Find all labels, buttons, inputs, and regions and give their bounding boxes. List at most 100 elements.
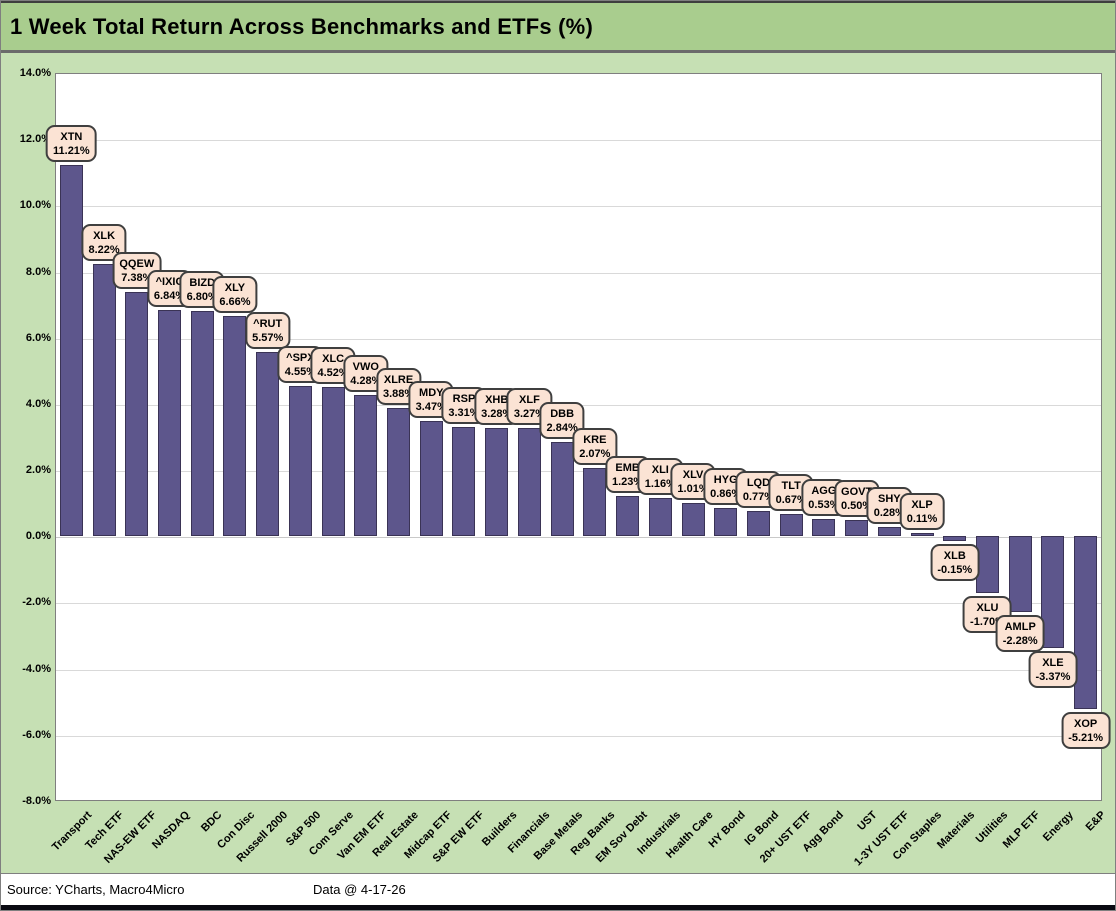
- bar-RSP: [452, 426, 476, 537]
- callout-ticker: XLB: [943, 550, 966, 563]
- callout-value: 0.86%: [710, 487, 742, 500]
- callout-value: 3.47%: [415, 401, 447, 414]
- callout-ticker: XLC: [322, 352, 345, 365]
- callout-value: 6.80%: [186, 291, 218, 304]
- callout-ticker: XOP: [1074, 717, 1098, 730]
- callout-ticker: MDY: [419, 387, 444, 400]
- callout-value: 0.77%: [742, 490, 775, 503]
- y-axis-tick: -2.0%: [22, 596, 51, 609]
- callout-value: 2.07%: [579, 447, 611, 460]
- callout-value: 2.84%: [546, 422, 578, 435]
- callout-ticker: HYG: [713, 473, 738, 486]
- callout-value: 1.01%: [677, 482, 709, 495]
- bar-XLRE: [387, 407, 411, 537]
- x-axis-label: UST: [855, 809, 880, 834]
- x-axis-label: E&P: [1083, 809, 1109, 834]
- bar-callout-AMLP: AMLP -2.28%: [995, 614, 1045, 652]
- gridline: [56, 272, 1101, 274]
- bottom-dark-bar: [1, 905, 1115, 910]
- callout-value: 3.88%: [382, 387, 415, 400]
- gridline: [56, 338, 1101, 340]
- bar-XLE: [1041, 536, 1065, 648]
- callout-ticker: XLP: [911, 498, 933, 511]
- bar-VWO: [354, 394, 378, 537]
- bar-HYG: [714, 507, 738, 537]
- bar-XLF: [517, 428, 541, 537]
- callout-ticker: XLI: [651, 463, 669, 476]
- callout-value: 0.67%: [775, 494, 807, 507]
- bar-XLY: [223, 315, 247, 537]
- callout-ticker: GOVT: [841, 485, 873, 498]
- bar-^IXIC: [158, 309, 182, 537]
- y-axis-tick: 12.0%: [19, 133, 51, 146]
- callout-ticker: VWO: [352, 360, 379, 373]
- gridline: [56, 669, 1101, 671]
- data-date-text: Data @ 4-17-26: [313, 882, 406, 897]
- bar-callout-XLE: XLE -3.37%: [1028, 650, 1078, 688]
- bar-callout-KRE: KRE 2.07%: [572, 427, 618, 465]
- x-axis-label: Energy: [1040, 809, 1076, 844]
- source-text: Source: YCharts, Macro4Micro: [7, 882, 185, 897]
- callout-ticker: AGG: [811, 484, 837, 497]
- bar-EMB: [616, 495, 640, 537]
- gridline: [56, 735, 1101, 737]
- y-axis-tick: 10.0%: [19, 199, 51, 212]
- bar-^SPX: [288, 385, 312, 537]
- callout-value: 7.38%: [121, 272, 153, 285]
- chart-title: 1 Week Total Return Across Benchmarks an…: [10, 13, 593, 39]
- callout-ticker: XTN: [60, 131, 83, 144]
- bar-TLT: [779, 514, 803, 537]
- bar-MDY: [419, 421, 443, 537]
- callout-ticker: LQD: [746, 476, 771, 489]
- callout-value: -5.21%: [1068, 731, 1104, 744]
- y-axis-tick: -6.0%: [22, 728, 51, 741]
- callout-ticker: KRE: [583, 433, 607, 446]
- callout-ticker: BIZD: [189, 277, 216, 290]
- callout-value: 3.27%: [513, 408, 546, 421]
- callout-value: 3.31%: [448, 406, 480, 419]
- bar-XOP: [1074, 536, 1098, 709]
- zero-gridline: [56, 537, 1101, 539]
- callout-value: 1.16%: [644, 477, 676, 490]
- callout-ticker: XLK: [93, 230, 116, 243]
- bar-XLV: [681, 502, 705, 537]
- callout-value: 4.28%: [350, 374, 382, 387]
- bar-callout-XLP: XLP 0.11%: [899, 492, 945, 530]
- bar-callout-XLB: XLB -0.15%: [930, 544, 980, 582]
- gridline: [56, 140, 1101, 142]
- callout-value: 6.66%: [219, 295, 251, 308]
- callout-value: 4.52%: [317, 366, 349, 379]
- y-axis-tick: 6.0%: [25, 331, 51, 344]
- x-axis-label: BDC: [199, 809, 225, 835]
- bar-XTN: [59, 165, 83, 537]
- callout-value: 5.57%: [252, 331, 284, 344]
- callout-value: 4.55%: [284, 365, 316, 378]
- callout-ticker: XLE: [1042, 656, 1064, 669]
- bar-callout-^RUT: ^RUT 5.57%: [245, 311, 291, 349]
- bar-XLI: [648, 497, 672, 537]
- bar-callout-XLY: XLY 6.66%: [212, 275, 258, 313]
- callout-value: -3.37%: [1035, 670, 1071, 683]
- callout-ticker: XLRE: [383, 373, 414, 386]
- callout-value: 11.21%: [53, 145, 90, 158]
- gridline: [56, 471, 1101, 473]
- bar-callout-GOVT: GOVT 0.50%: [834, 479, 880, 517]
- bar-XHB: [485, 427, 509, 537]
- callout-ticker: AMLP: [1004, 620, 1036, 633]
- bar-XLP: [910, 532, 934, 537]
- bar-DBB: [550, 442, 574, 537]
- gridline: [56, 603, 1101, 605]
- callout-value: -0.15%: [937, 564, 973, 577]
- bar-SHY: [877, 527, 901, 537]
- bar-LQD: [746, 510, 770, 537]
- gridline: [56, 206, 1101, 208]
- bar-XLC: [321, 386, 345, 537]
- y-axis-tick: 14.0%: [19, 67, 51, 79]
- footer: Source: YCharts, Macro4Micro Data @ 4-17…: [1, 873, 1115, 905]
- callout-ticker: DBB: [550, 408, 575, 421]
- bar-AGG: [812, 518, 836, 537]
- callout-ticker: SHY: [878, 493, 901, 505]
- bar-BIZD: [190, 311, 214, 537]
- callout-value: 1.23%: [611, 475, 644, 488]
- y-axis-tick: -4.0%: [22, 662, 51, 675]
